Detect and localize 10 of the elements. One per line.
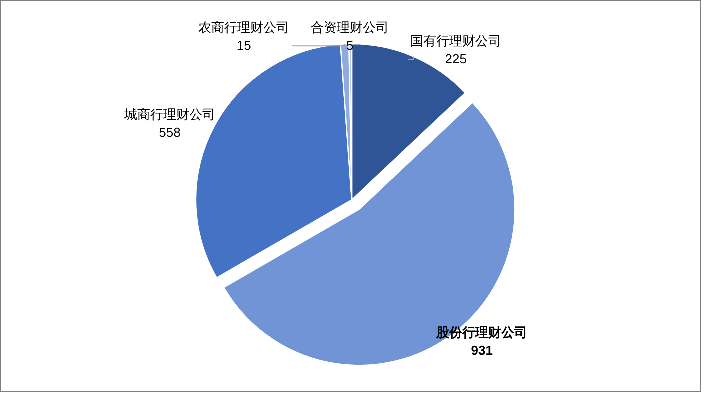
data-label: 558 [159, 125, 181, 140]
slice-label: 国有行理财公司 [410, 33, 502, 48]
slice-label: 合资理财公司 [311, 20, 390, 36]
slice-label: 股份行理财公司 [436, 325, 528, 340]
slice-label: 城商行理财公司 [123, 107, 216, 122]
data-label: 225 [445, 51, 467, 66]
data-label: 931 [471, 343, 493, 358]
data-label: 5 [346, 38, 354, 54]
data-label: 15 [236, 38, 252, 54]
slice-label: 农商行理财公司 [198, 20, 290, 36]
